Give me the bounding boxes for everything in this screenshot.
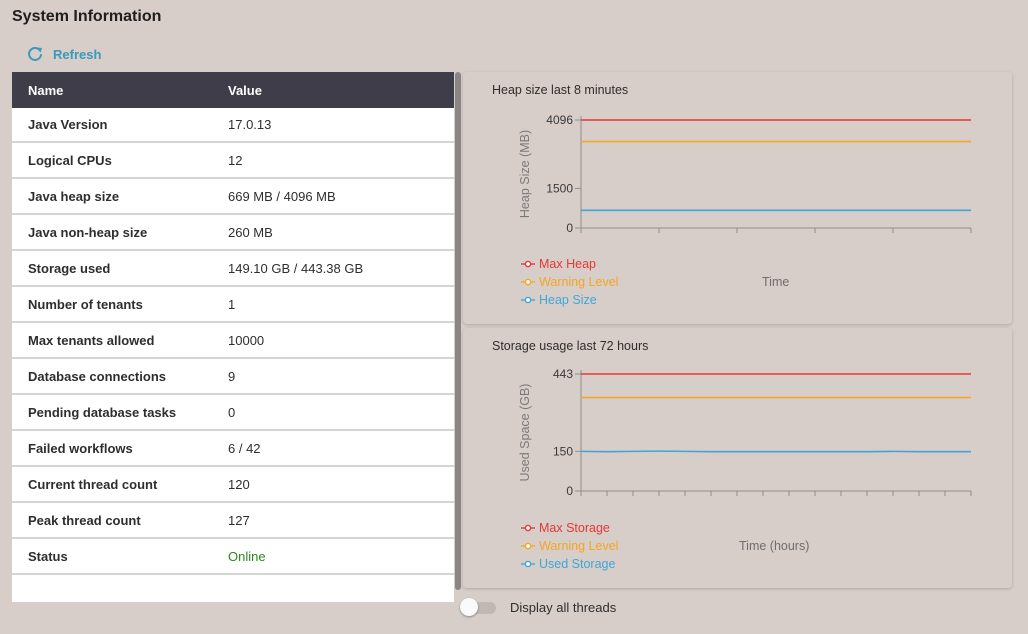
refresh-button[interactable]: Refresh	[27, 46, 101, 62]
row-value: 10000	[228, 333, 265, 348]
y-tick-label: 0	[566, 221, 573, 235]
x-axis-label: Time	[762, 275, 790, 289]
chart-legend: Max Storage Warning Level Used Storage	[521, 519, 618, 573]
row-name: Max tenants allowed	[28, 333, 155, 348]
table-row: Java heap size 669 MB / 4096 MB	[12, 180, 454, 213]
y-tick-label: 0	[566, 484, 573, 498]
table-row: Storage used 149.10 GB / 443.38 GB	[12, 252, 454, 285]
table-row: Java non-heap size 260 MB	[12, 216, 454, 249]
y-tick-label: 150	[553, 444, 573, 458]
row-name: Pending database tasks	[28, 405, 177, 420]
row-name: Java heap size	[28, 189, 120, 204]
legend-item[interactable]: Max Storage	[521, 519, 618, 537]
row-name: Java non-heap size	[28, 225, 148, 240]
row-value: 149.10 GB / 443.38 GB	[228, 261, 364, 276]
table-scrollbar[interactable]	[455, 72, 461, 590]
legend-marker-icon	[521, 560, 535, 568]
legend-label: Heap Size	[539, 293, 597, 307]
legend-item[interactable]: Warning Level	[521, 537, 618, 555]
table-row: Max tenants allowed 10000	[12, 324, 454, 357]
legend-item[interactable]: Warning Level	[521, 273, 618, 291]
y-axis-label: Used Space (GB)	[518, 384, 532, 482]
row-value: 0	[228, 405, 236, 420]
legend-label: Warning Level	[539, 539, 619, 553]
row-name: Failed workflows	[28, 441, 133, 456]
chart-title: Heap size last 8 minutes	[492, 83, 629, 97]
page-title: System Information	[12, 8, 162, 25]
row-value: 669 MB / 4096 MB	[228, 189, 336, 204]
table-row: Logical CPUs 12	[12, 144, 454, 177]
row-name: Number of tenants	[28, 297, 143, 312]
row-name: Logical CPUs	[28, 153, 112, 168]
display-all-threads-toggle[interactable]	[460, 598, 498, 616]
row-value: 17.0.13	[228, 117, 272, 132]
row-value: 9	[228, 369, 236, 384]
status-value: Online	[228, 549, 266, 564]
y-axis-label: Heap Size (MB)	[518, 130, 532, 218]
heap-chart-card: Heap size last 8 minutes Heap Size (MB) 0…	[463, 72, 1012, 324]
row-name: Storage used	[28, 261, 111, 276]
refresh-icon	[28, 46, 42, 61]
series-line-used-storage	[580, 450, 971, 453]
x-axis-label: Time (hours)	[739, 539, 810, 553]
y-tick-label: 4096	[546, 113, 573, 127]
row-value: 260 MB	[228, 225, 273, 240]
chart-title: Storage usage last 72 hours	[492, 339, 649, 353]
row-value: 6 / 42	[228, 441, 261, 456]
table-row: Status Online	[12, 540, 454, 573]
row-name: Peak thread count	[28, 513, 141, 528]
display-all-threads-label: Display all threads	[510, 599, 617, 615]
legend-marker-icon	[521, 278, 535, 286]
legend-item[interactable]: Used Storage	[521, 555, 618, 573]
legend-marker-icon	[521, 260, 535, 268]
table-row: Java Version 17.0.13	[12, 108, 454, 141]
y-tick-label: 443	[553, 367, 573, 381]
storage-chart: Used Space (GB) 0 150 443	[518, 367, 972, 498]
row-name: Database connections	[28, 369, 166, 384]
legend-marker-icon	[521, 524, 535, 532]
table-row: Failed workflows 6 / 42	[12, 432, 454, 465]
storage-chart-card: Storage usage last 72 hours Used Space (…	[463, 328, 1012, 588]
refresh-label: Refresh	[53, 46, 102, 62]
row-name: Current thread count	[28, 477, 158, 492]
legend-label: Max Heap	[539, 257, 596, 271]
legend-marker-icon	[521, 296, 535, 304]
column-header-name: Name	[28, 82, 64, 98]
legend-label: Used Storage	[539, 557, 616, 571]
row-value: 12	[228, 153, 243, 168]
chart-legend: Max Heap Warning Level Heap Size	[521, 255, 618, 309]
row-value: 1	[228, 297, 236, 312]
table-row: Pending database tasks 0	[12, 396, 454, 429]
table-row: Database connections 9	[12, 360, 454, 393]
legend-label: Warning Level	[539, 275, 619, 289]
table-header: Name Value	[12, 72, 454, 108]
column-header-value: Value	[228, 82, 262, 98]
system-info-table: Name Value Java Version 17.0.13 Logical CP…	[12, 72, 454, 602]
row-value: 127	[228, 513, 250, 528]
legend-item[interactable]: Max Heap	[521, 255, 618, 273]
display-all-threads-row: Display all threads	[460, 598, 616, 616]
row-value: 120	[228, 477, 250, 492]
table-row: Peak thread count 127	[12, 504, 454, 537]
row-name: Status	[28, 549, 68, 564]
legend-marker-icon	[521, 542, 535, 550]
table-row: Current thread count 120	[12, 468, 454, 501]
table-body: Java Version 17.0.13 Logical CPUs 12 Java he…	[12, 108, 454, 573]
row-name: Java Version	[28, 117, 108, 132]
y-tick-label: 1500	[546, 181, 573, 195]
heap-chart: Heap Size (MB) 0 1500 4096	[518, 113, 972, 235]
toggle-knob	[460, 598, 478, 616]
legend-label: Max Storage	[539, 521, 610, 535]
table-row: Number of tenants 1	[12, 288, 454, 321]
legend-item[interactable]: Heap Size	[521, 291, 618, 309]
